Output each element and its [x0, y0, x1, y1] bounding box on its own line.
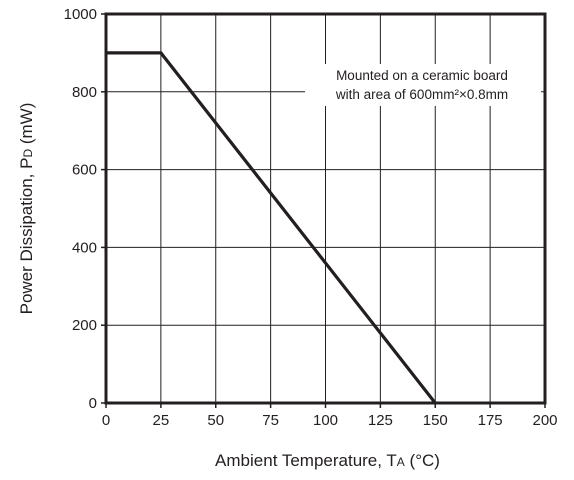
x-tick-label-100: 100 — [313, 412, 338, 429]
y-axis-title-main: Power Dissipation, P — [17, 158, 36, 315]
x-tick-label-50: 50 — [207, 412, 224, 429]
x-axis-title-main: Ambient Temperature, T — [215, 451, 397, 470]
y-axis-title-subscript: D — [21, 149, 35, 158]
series-line-0 — [106, 51, 437, 404]
x-tick-label-125: 125 — [368, 412, 393, 429]
x-axis-title-unit: (°C) — [405, 451, 440, 470]
y-axis-title-unit: (mW) — [17, 103, 36, 149]
series-layer — [106, 51, 437, 404]
y-tick-label-0: 0 — [89, 395, 97, 412]
annotation-line-2: with area of 600mm²×0.8mm — [335, 87, 508, 102]
x-tick-label-0: 0 — [102, 412, 110, 429]
y-tick-label-400: 400 — [72, 239, 97, 256]
x-tick-label-75: 75 — [262, 412, 279, 429]
x-tick-label-175: 175 — [478, 412, 503, 429]
x-axis-ticks: 0 25 50 75 100 125 150 175 200 — [102, 403, 558, 429]
y-tick-label-200: 200 — [72, 317, 97, 334]
x-axis-title-subscript: A — [397, 455, 405, 469]
y-axis-ticks: 0 200 400 600 800 1000 — [64, 6, 106, 412]
x-tick-label-25: 25 — [153, 412, 170, 429]
x-tick-label-200: 200 — [532, 412, 557, 429]
x-tick-label-150: 150 — [423, 412, 448, 429]
y-tick-label-800: 800 — [72, 84, 97, 101]
y-tick-label-1000: 1000 — [64, 6, 97, 23]
annotation-line-1: Mounted on a ceramic board — [336, 68, 508, 83]
annotation-background — [305, 64, 541, 106]
y-tick-label-600: 600 — [72, 162, 97, 179]
y-axis-title: Power Dissipation, PD (mW) — [17, 103, 36, 315]
x-axis-title: Ambient Temperature, TA (°C) — [215, 451, 440, 470]
